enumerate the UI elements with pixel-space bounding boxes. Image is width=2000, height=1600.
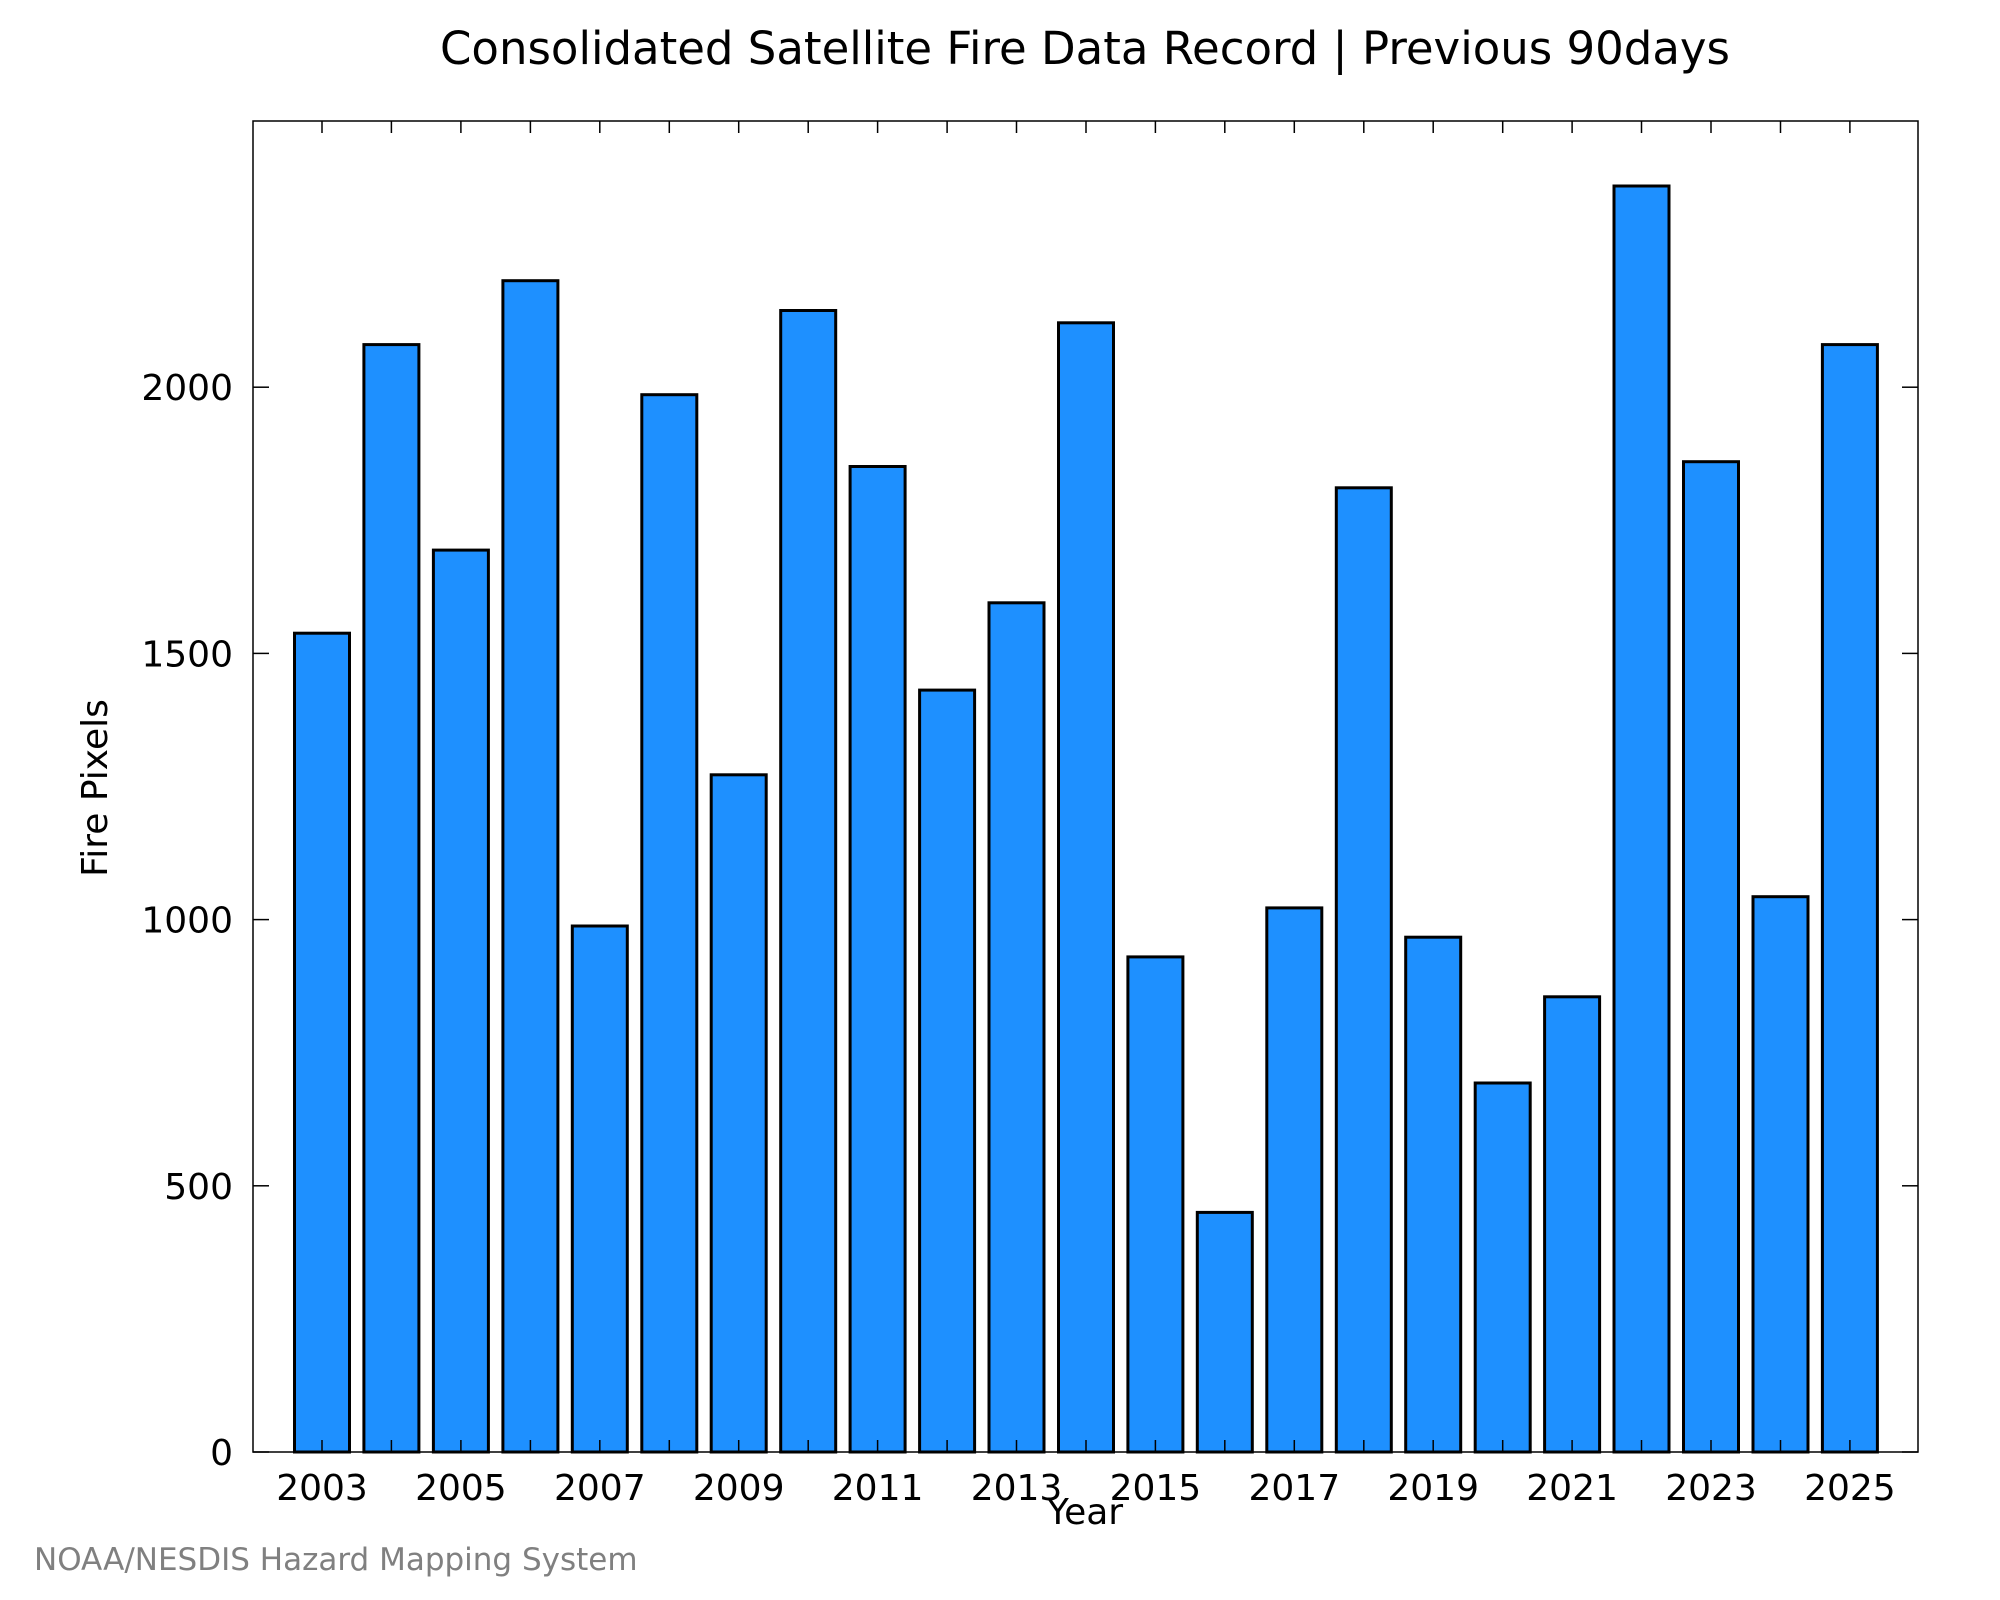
bar-2025 [1820,343,1879,1454]
x-tick-label: 2005 [415,1468,507,1509]
y-tick-label: 1000 [141,901,233,942]
y-axis-label: Fire Pixels [75,699,116,877]
x-tick-label: 2025 [1804,1468,1896,1509]
x-tick-label: 2019 [1387,1468,1479,1509]
bar-2016 [1195,1210,1254,1454]
x-tick-label: 2007 [554,1468,646,1509]
axis-ticks-group: 2003 2005 2007 2009 2011 2013 2015 2017 2019 2021… [141,121,1918,1509]
y-tick-label: 500 [164,1167,233,1208]
credit-text: NOAA/NESDIS Hazard Mapping System [34,1542,638,1578]
bar-2020 [1473,1081,1532,1454]
bar-2021 [1543,995,1602,1454]
bar-2003 [293,631,351,1454]
bar-2015 [1126,955,1185,1454]
bar-2014 [1057,321,1115,1454]
bar-2017 [1265,906,1324,1454]
y-tick-label: 0 [210,1433,233,1474]
plot-frame [252,120,1919,1453]
y-tick-label: 1500 [141,634,233,675]
bar-2006 [501,279,560,1454]
bar-2018 [1334,486,1393,1454]
x-axis-label: Year [1046,1492,1123,1533]
x-tick-label: 2009 [693,1468,785,1509]
chart-title: Consolidated Satellite Fire Data Record … [440,22,1730,75]
bar-2010 [779,309,838,1454]
x-tick-label: 2021 [1526,1468,1618,1509]
bar-2009 [709,773,768,1454]
bar-2011 [848,465,907,1454]
x-tick-label: 2017 [1248,1468,1340,1509]
bar-2004 [362,343,421,1454]
x-tick-label: 2015 [1110,1468,1202,1509]
bar-2008 [640,393,699,1454]
bar-2019 [1404,935,1463,1454]
bar-2012 [918,688,977,1454]
bar-2007 [570,924,629,1454]
bars-group [293,184,1879,1454]
x-tick-label: 2011 [832,1468,924,1509]
bar-2022 [1612,184,1671,1454]
bar-2024 [1751,895,1810,1454]
y-tick-label: 2000 [141,368,233,409]
bar-2013 [987,601,1046,1454]
bar-2005 [431,548,490,1454]
x-tick-label: 2023 [1665,1468,1757,1509]
bar-2023 [1682,460,1740,1454]
x-tick-label: 2003 [276,1468,368,1509]
x-tick-label: 2013 [971,1468,1063,1509]
